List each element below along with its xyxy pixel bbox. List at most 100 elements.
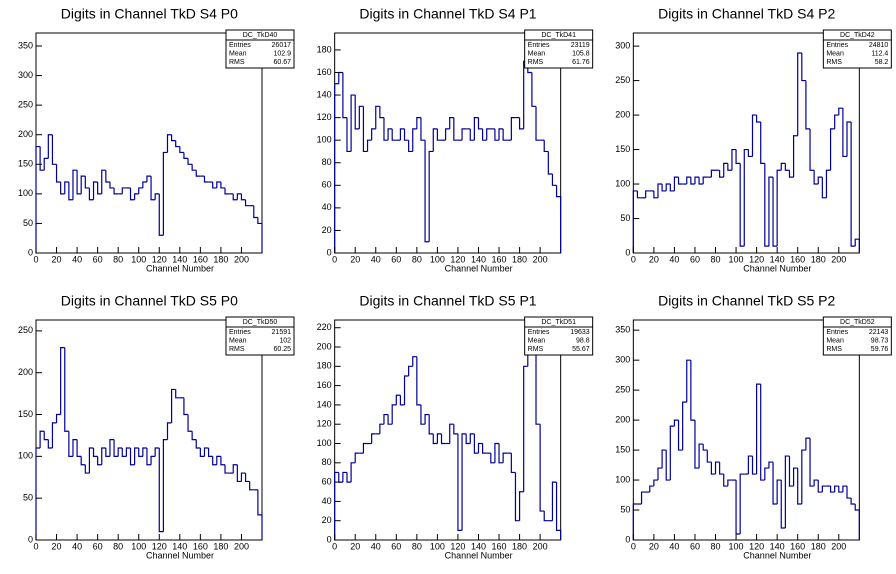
histogram-bin <box>768 461 774 469</box>
stats-title: DC_TkD40 <box>243 32 278 39</box>
histogram-bin <box>338 71 343 84</box>
histogram-bin <box>224 464 230 474</box>
histogram-bin <box>187 414 193 432</box>
histogram-bin <box>555 482 562 540</box>
histogram-bin <box>379 106 384 119</box>
y-tick-label: 50 <box>620 504 630 514</box>
histogram-bin <box>76 439 82 457</box>
histogram-bin <box>257 217 263 253</box>
histogram-bin <box>166 422 172 440</box>
histogram-bin <box>179 146 184 154</box>
histogram-bin <box>477 442 483 454</box>
histogram-bin <box>669 184 675 192</box>
histogram-bin <box>817 480 823 493</box>
histogram-bin <box>249 481 254 491</box>
y-tick-label: 50 <box>23 218 33 228</box>
histogram-bin <box>162 439 168 532</box>
x-tick-label: 60 <box>93 254 103 264</box>
histogram-bin <box>502 128 508 141</box>
histogram-bin <box>342 471 347 483</box>
histogram-bin <box>158 193 164 236</box>
y-tick-label: 80 <box>322 157 332 167</box>
histogram-bin <box>150 176 156 201</box>
x-tick-label: 0 <box>631 254 636 264</box>
histogram-bin <box>776 479 782 505</box>
histogram-bin <box>788 456 794 487</box>
frame <box>334 319 562 541</box>
x-tick-label: 120 <box>152 254 167 264</box>
histogram-bin <box>195 170 201 177</box>
y-tick-label: 150 <box>18 409 33 419</box>
histogram-bin <box>838 107 843 116</box>
histogram-bin <box>449 117 454 129</box>
histogram-bin <box>735 149 741 164</box>
histogram-bin <box>207 447 213 457</box>
histogram-bin <box>80 456 86 466</box>
histogram-bin <box>432 433 438 445</box>
histogram-bin <box>371 433 376 444</box>
histogram-bin <box>428 414 434 435</box>
histogram-bin <box>113 187 119 195</box>
histogram-bin <box>677 420 683 451</box>
histogram-bin <box>195 439 201 449</box>
histogram-bin <box>669 425 675 481</box>
histogram-bin <box>649 485 654 493</box>
histogram-bin <box>645 190 650 198</box>
x-tick-label: 140 <box>471 254 486 264</box>
stats-value: 19633 <box>570 329 590 336</box>
stats-value: 102.9 <box>273 50 291 57</box>
x-axis-label: Channel Number <box>743 263 811 273</box>
x-tick-label: 0 <box>332 254 337 264</box>
histogram-bin <box>665 183 671 191</box>
histogram-bin <box>138 447 143 457</box>
histogram-bin <box>39 146 45 171</box>
stats-box <box>822 316 892 356</box>
histogram-bin <box>403 375 409 405</box>
histogram-bin <box>846 486 852 499</box>
histogram-bin <box>702 444 708 451</box>
histogram-bin <box>105 170 110 183</box>
x-axis-label: Channel Number <box>146 550 214 560</box>
histogram-bin <box>150 455 156 465</box>
histogram-bin <box>673 419 679 427</box>
x-axis-label: Channel Number <box>445 263 513 273</box>
chart-title: Digits in Channel TkD S5 P2 <box>658 293 835 309</box>
histogram-bin <box>531 72 537 107</box>
histogram-bin <box>719 170 724 178</box>
stats-value: 24810 <box>869 42 889 49</box>
histogram-bin <box>756 115 761 123</box>
histogram-bin <box>772 177 778 247</box>
histogram-bin <box>244 199 250 207</box>
stats-value: 60.67 <box>273 59 291 66</box>
histogram-bin <box>391 404 397 425</box>
histogram-bin <box>710 462 716 475</box>
x-axis-label: Channel Number <box>743 550 811 560</box>
histogram-bin <box>146 447 152 466</box>
histogram-bin <box>805 80 811 130</box>
x-tick-label: 0 <box>631 541 636 551</box>
histogram-bin <box>117 447 123 457</box>
histogram-bin <box>383 117 389 141</box>
x-tick-label: 200 <box>533 541 548 551</box>
histogram-bin <box>764 163 769 247</box>
histogram-bin <box>809 438 815 487</box>
histogram-bin <box>350 462 356 483</box>
histogram-bin <box>216 455 221 465</box>
histogram-bin <box>191 431 197 441</box>
y-tick-label: 140 <box>317 89 332 99</box>
histogram-bin <box>158 447 164 533</box>
histogram-bin <box>829 486 835 493</box>
histogram-bin <box>797 52 802 136</box>
histogram-bin <box>490 453 495 464</box>
histogram-bin <box>518 491 524 521</box>
x-tick-label: 120 <box>450 541 465 551</box>
x-tick-label: 60 <box>93 541 103 551</box>
histogram-bin <box>175 140 180 148</box>
y-tick-label: 60 <box>322 476 332 486</box>
histogram-bin <box>784 455 790 529</box>
histogram-bin <box>494 128 500 141</box>
histogram-bin <box>834 114 839 129</box>
histogram-bin <box>72 169 78 200</box>
y-tick-label: 100 <box>615 178 630 188</box>
histogram-bin <box>739 473 745 535</box>
